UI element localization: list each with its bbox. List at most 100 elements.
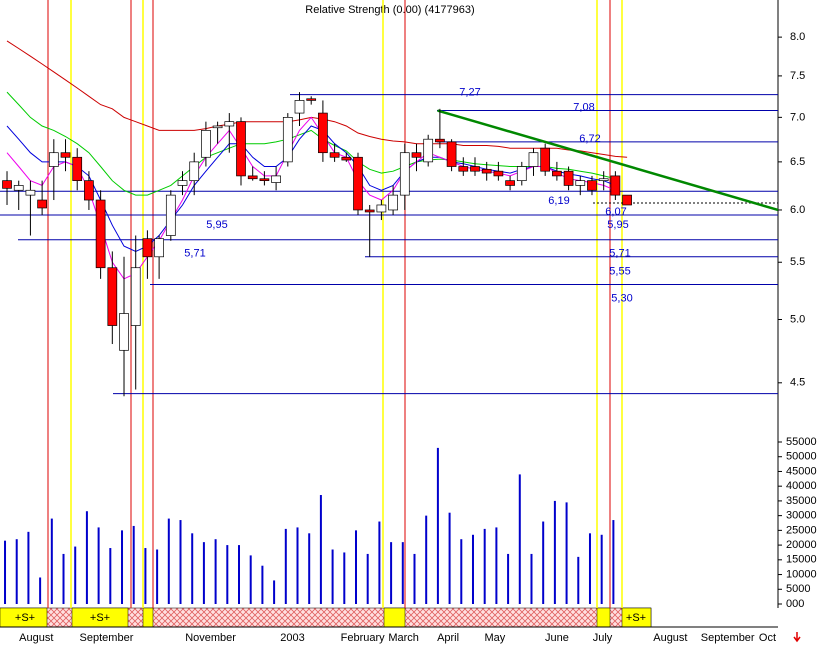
candle-body bbox=[271, 175, 281, 183]
signal-strip: +S+ +S+ +S+ bbox=[0, 607, 652, 628]
candle-body bbox=[247, 175, 258, 180]
volume-bar bbox=[132, 525, 135, 604]
candle-body bbox=[48, 152, 59, 167]
volume-bar bbox=[343, 552, 346, 604]
y-tick-label: 5.0 bbox=[790, 313, 805, 325]
candle-body bbox=[388, 194, 398, 211]
moving-average bbox=[6, 125, 616, 252]
volume-bar bbox=[249, 555, 252, 604]
y-tick-label: 6.0 bbox=[790, 204, 805, 216]
volume-bar bbox=[167, 518, 170, 604]
volume-bar bbox=[226, 545, 229, 604]
volume-bar bbox=[191, 533, 194, 604]
candle-body bbox=[212, 125, 223, 129]
signal-box bbox=[383, 607, 406, 628]
candle-body bbox=[446, 141, 457, 167]
volume-bar bbox=[588, 533, 591, 604]
candle-body bbox=[259, 178, 270, 182]
candle-body bbox=[37, 199, 47, 209]
candle-body bbox=[598, 178, 609, 182]
y-tick-label: 5000 bbox=[786, 583, 810, 595]
volume-bar bbox=[518, 474, 521, 604]
volume-bar bbox=[15, 539, 18, 604]
signal-box bbox=[596, 607, 611, 628]
volume-bar bbox=[74, 546, 77, 604]
moving-average bbox=[6, 40, 628, 158]
volume-bar bbox=[202, 542, 205, 604]
volume-bar bbox=[109, 548, 112, 604]
candle-body bbox=[575, 180, 586, 186]
level-label: 7,27 bbox=[459, 87, 480, 99]
level-label: 5,71 bbox=[609, 248, 630, 260]
volume-bar bbox=[62, 553, 65, 604]
candle-body bbox=[142, 238, 153, 258]
volume-bar bbox=[401, 542, 404, 604]
volume-bar bbox=[436, 447, 439, 604]
volume-bar bbox=[553, 500, 556, 604]
volume-bar bbox=[413, 553, 416, 604]
x-tick-label: August bbox=[19, 632, 53, 644]
candle-body bbox=[552, 170, 562, 177]
volume-bar bbox=[319, 495, 322, 604]
volume-bar bbox=[577, 556, 580, 604]
y-tick-label: 7.0 bbox=[790, 111, 805, 123]
y-tick-label: 40000 bbox=[786, 480, 817, 492]
volume-bar bbox=[495, 527, 498, 604]
volume-bar bbox=[378, 521, 381, 604]
x-tick-label: July bbox=[593, 632, 613, 644]
y-tick-label: 10000 bbox=[786, 568, 817, 580]
candle-body bbox=[294, 100, 305, 114]
candle-body bbox=[399, 152, 410, 196]
x-tick-label: September bbox=[701, 632, 755, 644]
signal-label: +S+ bbox=[15, 612, 35, 624]
volume-bar bbox=[27, 531, 30, 604]
volume-bar bbox=[296, 527, 299, 604]
volume-bar bbox=[238, 545, 241, 604]
volume-bar bbox=[179, 520, 182, 604]
candle-body bbox=[411, 152, 422, 158]
candle-body bbox=[318, 112, 328, 154]
y-tick-label: 8.0 bbox=[790, 31, 805, 43]
volume-bar bbox=[97, 527, 100, 604]
candle-body bbox=[587, 180, 597, 191]
x-tick-label: November bbox=[185, 632, 236, 644]
y-tick-label: 55000 bbox=[786, 436, 817, 448]
candle-body bbox=[224, 121, 235, 127]
candle-body bbox=[25, 189, 36, 196]
volume-bar bbox=[354, 530, 357, 604]
level-label: 5,71 bbox=[184, 248, 205, 260]
candle-body bbox=[84, 180, 94, 201]
volume-bar bbox=[530, 553, 533, 604]
candle-body bbox=[119, 313, 129, 351]
candle-body bbox=[622, 194, 632, 206]
candle-body bbox=[60, 152, 71, 158]
candle-body bbox=[376, 204, 387, 213]
candle-body bbox=[493, 170, 504, 177]
y-tick-label: 20000 bbox=[786, 539, 817, 551]
volume-bar bbox=[507, 553, 510, 604]
candle-body bbox=[353, 156, 363, 211]
candle-body bbox=[423, 138, 434, 163]
signal-label: +S+ bbox=[626, 612, 646, 624]
y-tick-label: 15000 bbox=[786, 554, 817, 566]
volume-bar bbox=[331, 549, 334, 604]
candle-body bbox=[130, 267, 141, 326]
volume-bar bbox=[483, 528, 486, 604]
volume-bar bbox=[144, 548, 147, 604]
candle-body bbox=[282, 117, 293, 163]
volume-bar bbox=[425, 515, 428, 604]
level-label: 6,07 bbox=[605, 206, 626, 218]
candle-body bbox=[189, 161, 200, 182]
level-label: 5,55 bbox=[609, 266, 630, 278]
candle-body bbox=[329, 152, 340, 158]
candle-body bbox=[516, 166, 527, 182]
scroll-arrow[interactable] bbox=[793, 632, 801, 643]
y-tick-label: 35000 bbox=[786, 495, 817, 507]
volume-bar bbox=[85, 511, 88, 604]
volume-bar bbox=[121, 530, 124, 604]
candle-body bbox=[458, 166, 469, 172]
y-tick-label: 7.5 bbox=[790, 70, 805, 82]
volume-bar bbox=[261, 565, 264, 604]
signal-label: +S+ bbox=[90, 612, 110, 624]
